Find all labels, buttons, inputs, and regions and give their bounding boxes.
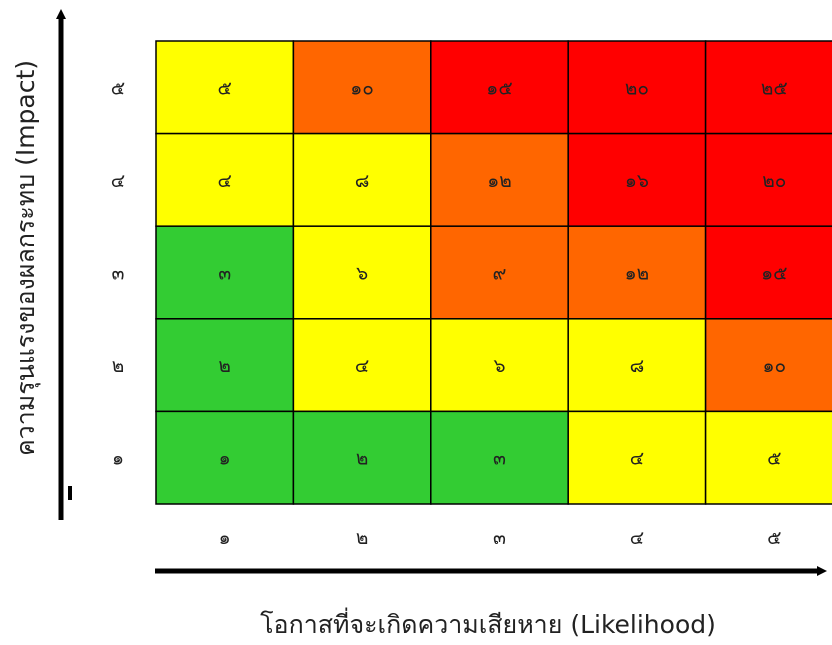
y-axis-tick-mark bbox=[68, 486, 72, 500]
heatmap-cell bbox=[704, 132, 832, 227]
heatmap-cell bbox=[155, 410, 295, 505]
cell-label: ๖ bbox=[356, 263, 368, 285]
cell-label: ๒๕ bbox=[761, 77, 788, 99]
cell-label: ๒ bbox=[356, 448, 369, 470]
y-tick-label: ๑ bbox=[112, 448, 124, 470]
cell-label: ๑๐ bbox=[762, 355, 786, 377]
heatmap-cell bbox=[704, 225, 832, 320]
y-tick-label: ๔ bbox=[111, 170, 125, 192]
heatmap-cell bbox=[704, 318, 832, 413]
cell-label: ๖ bbox=[493, 355, 505, 377]
heatmap-cell bbox=[292, 410, 432, 505]
heatmap-cell bbox=[704, 410, 832, 505]
x-axis-title: โอกาสที่จะเกิดความเสียหาย (Likelihood) bbox=[260, 607, 716, 639]
heatmap-cell bbox=[567, 225, 707, 320]
heatmap-cell bbox=[567, 40, 707, 135]
cell-label: ๕ bbox=[218, 77, 232, 99]
cell-label: ๒๐ bbox=[762, 170, 786, 192]
cell-label: ๙ bbox=[493, 263, 507, 285]
heatmap-cell bbox=[292, 40, 432, 135]
cell-label: ๔ bbox=[630, 448, 644, 470]
heatmap-cell bbox=[155, 132, 295, 227]
cell-label: ๑๕ bbox=[761, 263, 787, 285]
heatmap-cell bbox=[430, 410, 569, 505]
y-tick-label: ๕ bbox=[111, 77, 125, 99]
y-axis-title: ความรุนแรงของผลกระทบ (Impact) bbox=[11, 60, 41, 456]
x-tick-label: ๔ bbox=[630, 527, 644, 549]
cell-label: ๑ bbox=[219, 448, 231, 470]
heatmap-cell bbox=[155, 40, 295, 135]
x-tick-label: ๒ bbox=[356, 527, 369, 549]
cell-label: ๕ bbox=[767, 448, 781, 470]
cell-label: ๑๒ bbox=[625, 263, 650, 285]
heatmap-cell bbox=[430, 40, 569, 135]
cell-label: ๔ bbox=[355, 355, 369, 377]
heatmap-cells bbox=[155, 40, 832, 505]
heatmap-cell bbox=[567, 410, 707, 505]
cell-label: ๑๕ bbox=[486, 77, 512, 99]
cell-label: ๓ bbox=[493, 448, 506, 470]
cell-label: ๑๐ bbox=[350, 77, 374, 99]
heatmap-cell bbox=[292, 132, 432, 227]
cell-label: ๑๒ bbox=[487, 170, 512, 192]
cell-label: ๒๐ bbox=[625, 77, 649, 99]
cell-label: ๘ bbox=[355, 170, 370, 192]
heatmap-cell-labels: ๕๑๐ ๑๕ ๒๐ ๒๕๔๘๑๒ ๑๖ ๒๐๓๖๙๑๒ ๑๕๒๔๖๘๑๐๑๒๓๔๕ bbox=[218, 77, 788, 469]
x-tick-label: ๕ bbox=[767, 527, 781, 549]
y-tick-label: ๓ bbox=[112, 263, 125, 285]
cell-label: ๘ bbox=[630, 355, 645, 377]
heatmap-cell bbox=[704, 40, 832, 135]
cell-label: ๑๖ bbox=[625, 170, 649, 192]
heatmap-cell bbox=[430, 225, 569, 320]
x-tick-label: ๓ bbox=[493, 527, 506, 549]
cell-label: ๔ bbox=[218, 170, 232, 192]
x-tick-label: ๑ bbox=[219, 527, 231, 549]
heatmap-cell bbox=[567, 318, 707, 413]
cell-label: ๓ bbox=[218, 263, 231, 285]
y-tick-label: ๒ bbox=[112, 355, 125, 377]
cell-label: ๒ bbox=[218, 355, 231, 377]
x-axis-ticks: ๑ ๒ ๓ ๔ ๕ bbox=[219, 527, 782, 549]
